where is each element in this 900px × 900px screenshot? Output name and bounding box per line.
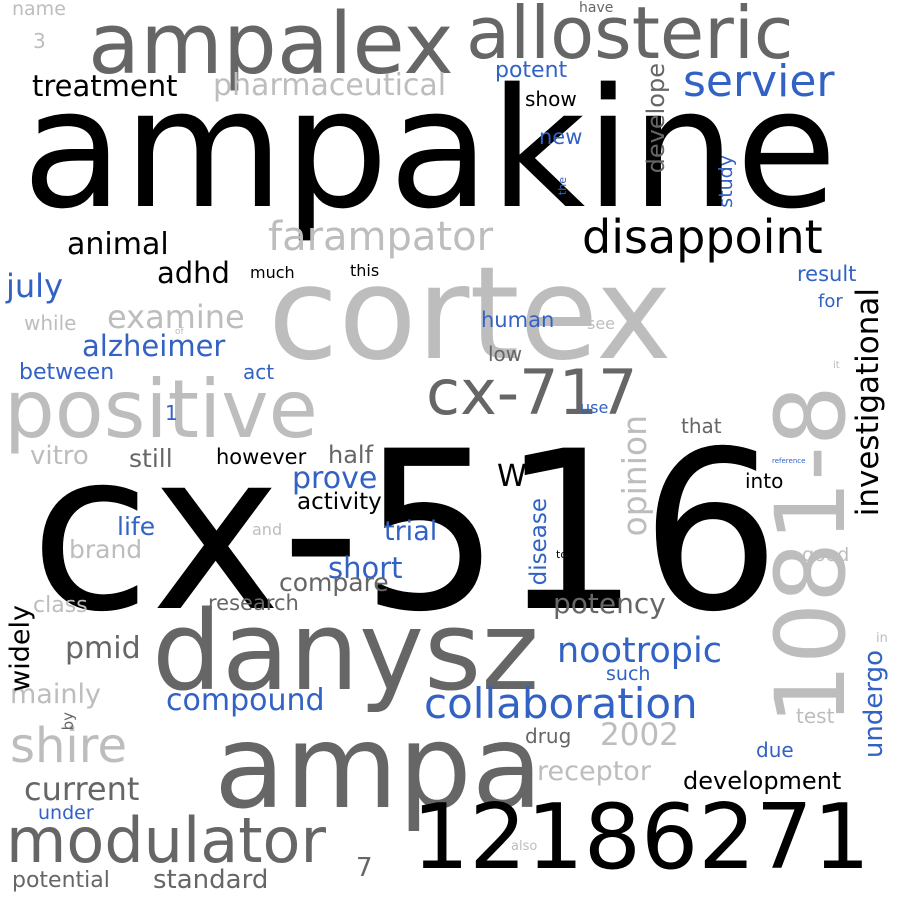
- word-undergo: undergo: [859, 650, 889, 759]
- word-investigational: investigational: [850, 288, 886, 517]
- word-current: current: [24, 770, 140, 808]
- word-pmid: pmid: [65, 631, 141, 666]
- word-half: half: [328, 441, 374, 469]
- word-standard: standard: [153, 865, 269, 895]
- word-of: of: [175, 327, 184, 337]
- word-treatment: treatment: [32, 69, 178, 103]
- word-vitro: vitro: [30, 441, 89, 471]
- word-7: 7: [356, 853, 373, 883]
- word-2002: 2002: [600, 717, 679, 753]
- word-this: this: [350, 261, 380, 280]
- word-test: test: [796, 704, 835, 728]
- word-due: due: [756, 738, 794, 762]
- word-human: human: [481, 308, 555, 332]
- word-ampa: ampa: [214, 700, 543, 835]
- word-such: such: [606, 663, 651, 685]
- word-modulator: modulator: [6, 804, 326, 877]
- word-life: life: [117, 512, 156, 541]
- word-pharmaceutical: pharmaceutical: [213, 68, 447, 103]
- word-danysz: danysz: [152, 587, 540, 715]
- word-use: use: [580, 398, 609, 417]
- word-allosteric: allosteric: [466, 0, 794, 75]
- word-good: good: [802, 544, 850, 566]
- word-also: also: [511, 839, 538, 854]
- word-potential: potential: [12, 868, 110, 893]
- word-positive: positive: [4, 363, 318, 456]
- word-receptor: receptor: [537, 756, 651, 787]
- word-class: class: [33, 593, 88, 618]
- word-development: development: [683, 767, 842, 795]
- word-adhd: adhd: [157, 256, 230, 290]
- word-disease: disease: [526, 498, 552, 586]
- word-and: and: [252, 520, 283, 539]
- word-reference: reference: [772, 457, 806, 465]
- word-while: while: [24, 311, 77, 335]
- word-examine: examine: [107, 298, 245, 336]
- word-mainly: mainly: [10, 679, 101, 710]
- word-collaboration: collaboration: [424, 679, 698, 728]
- word-new: new: [539, 125, 583, 149]
- word-july: july: [6, 267, 63, 305]
- word-to: to: [556, 548, 568, 561]
- word-potency: potency: [553, 587, 666, 620]
- word-by: by: [59, 712, 77, 731]
- word-the: the: [556, 177, 569, 196]
- word-into: into: [745, 469, 784, 493]
- word-develope: develope: [642, 63, 670, 174]
- word-cx-717: cx-717: [426, 356, 638, 429]
- word-nootropic: nootropic: [557, 631, 722, 671]
- word-compare: compare: [279, 568, 389, 597]
- word-alzheimer: alzheimer: [82, 329, 226, 363]
- word-show: show: [525, 87, 577, 111]
- word-prove: prove: [292, 461, 378, 496]
- word-for: for: [818, 291, 843, 312]
- word-name: name: [12, 0, 66, 20]
- word-see: see: [587, 314, 616, 333]
- word-study: study: [715, 155, 737, 208]
- word-low: low: [488, 342, 523, 366]
- word-shire: shire: [10, 718, 127, 774]
- word-ampalex: ampalex: [88, 0, 454, 94]
- word-it: it: [833, 360, 840, 371]
- word-farampator: farampator: [268, 214, 494, 260]
- word-in: in: [876, 631, 888, 646]
- word-12186271: 12186271: [412, 785, 871, 890]
- word-widely: widely: [5, 605, 36, 692]
- word-drug: drug: [525, 724, 572, 748]
- word-act: act: [243, 360, 275, 384]
- word-3: 3: [33, 29, 46, 53]
- word-ampakine: ampakine: [22, 53, 838, 245]
- word-result: result: [797, 262, 857, 286]
- word-compound: compound: [166, 683, 325, 718]
- word-potent: potent: [495, 58, 568, 83]
- word-disappoint: disappoint: [582, 210, 823, 264]
- word-cx-516: cx-516: [30, 404, 781, 660]
- word-short: short: [328, 551, 403, 585]
- word-brand: brand: [69, 535, 143, 564]
- word-w: W: [497, 459, 527, 494]
- word-between: between: [19, 360, 115, 385]
- word-still: still: [129, 444, 173, 473]
- word-have: have: [579, 0, 614, 16]
- word-opinion: opinion: [615, 415, 654, 537]
- word-that: that: [681, 414, 722, 438]
- word-servier: servier: [683, 56, 835, 107]
- word-1: 1: [165, 401, 178, 425]
- word-however: however: [216, 445, 307, 469]
- word-cortex: cortex: [268, 240, 672, 389]
- word-under: under: [38, 802, 94, 824]
- word-trial: trial: [384, 516, 438, 547]
- word-activity: activity: [297, 489, 382, 515]
- word-research: research: [208, 591, 299, 615]
- word-much: much: [250, 263, 295, 282]
- word-animal: animal: [67, 227, 169, 262]
